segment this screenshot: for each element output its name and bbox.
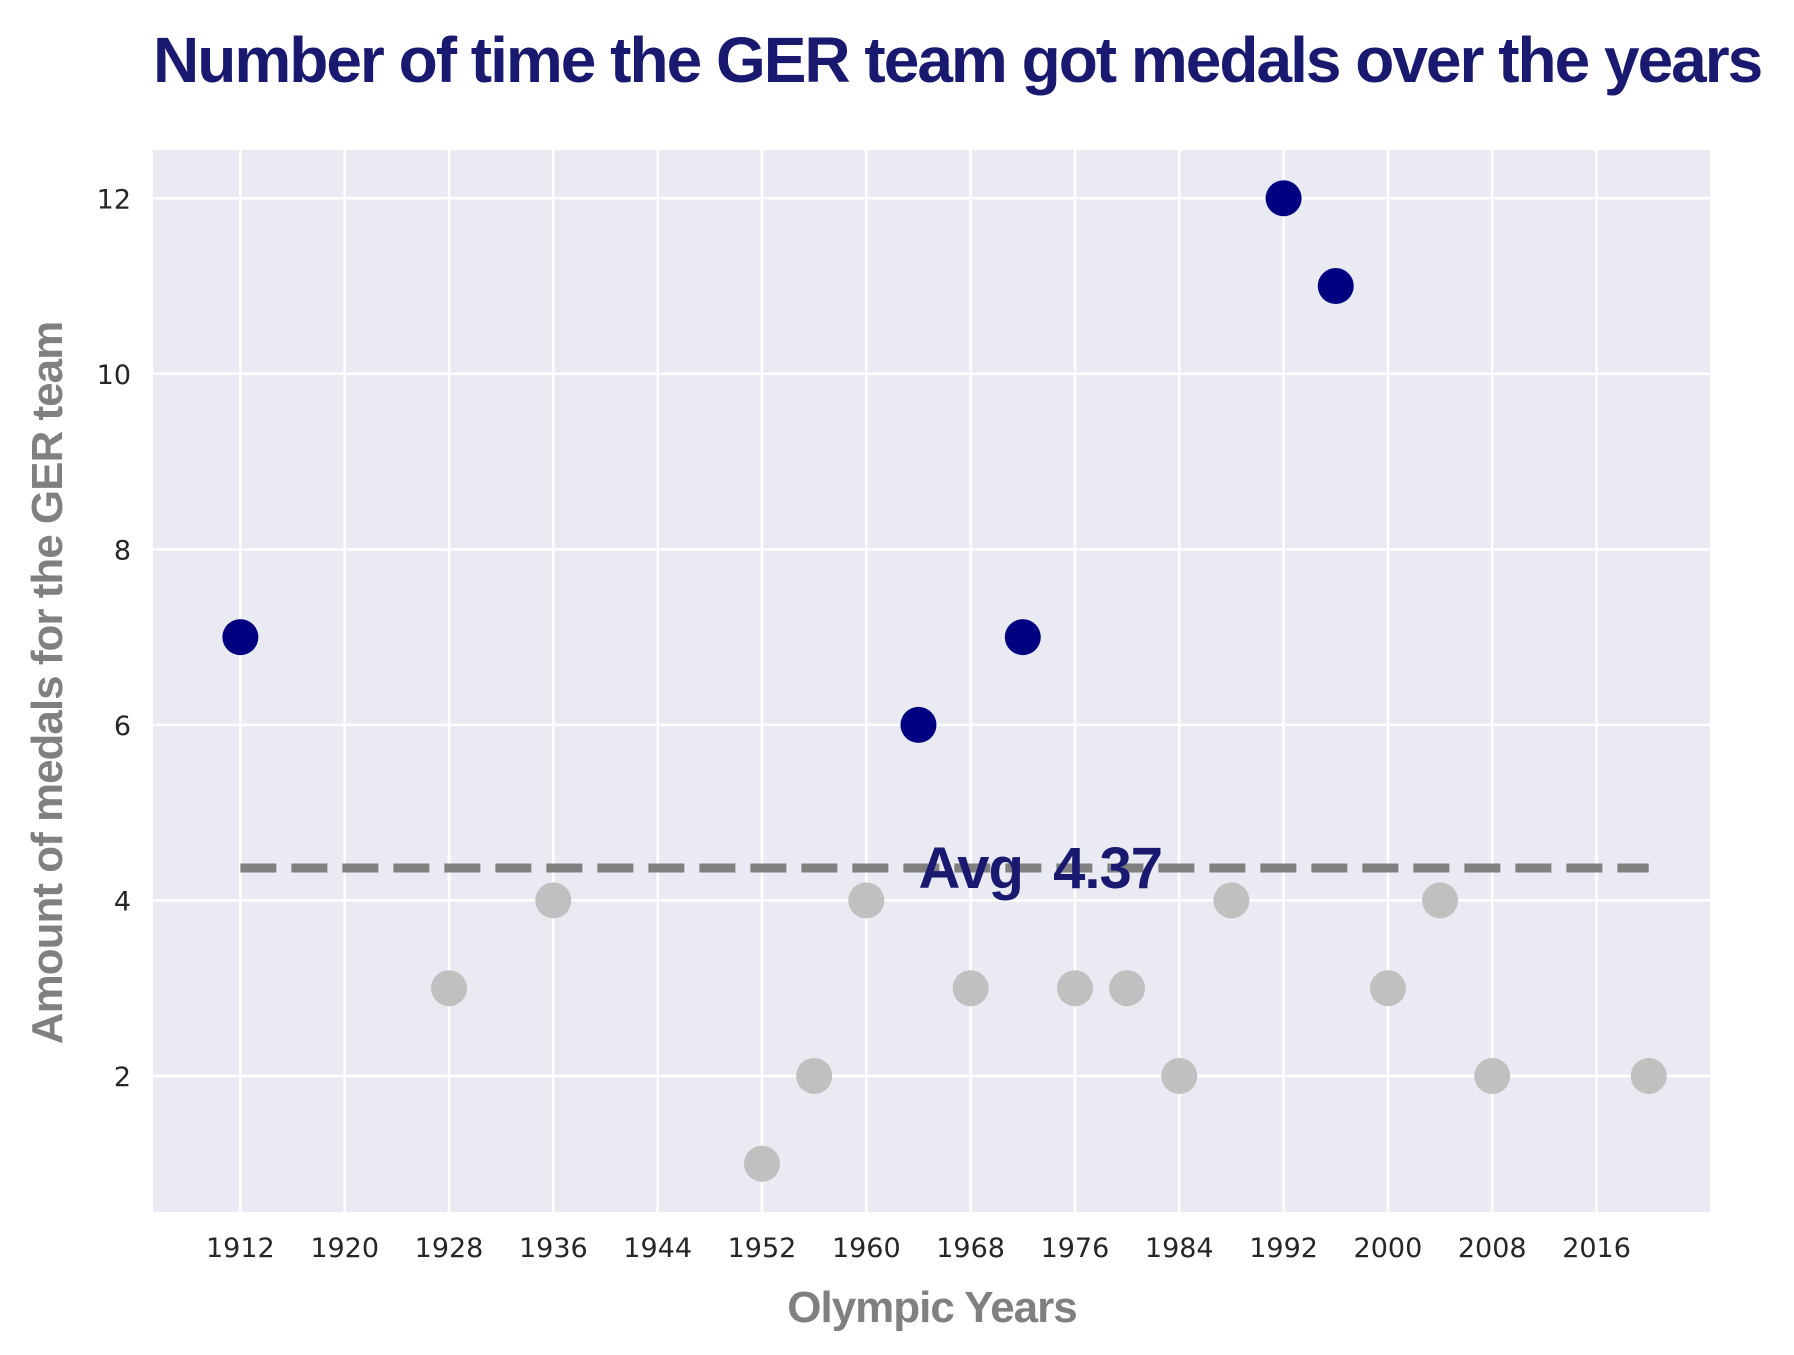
below-average-point (1161, 1057, 1198, 1094)
below-average-point (1213, 882, 1250, 919)
y-tick-label: 6 (114, 711, 131, 742)
below-average-point (796, 1057, 833, 1094)
plot-area: 1912 1920 1928 1936 1944 1952 1960 1968 1976 1984… (97, 150, 1710, 1264)
y-tick-label: 10 (97, 360, 131, 391)
x-tick-label: 1928 (415, 1233, 484, 1264)
above-average-point (1265, 180, 1302, 217)
x-tick-label: 1912 (206, 1233, 275, 1264)
below-average-point (743, 1145, 780, 1182)
x-tick-label: 1984 (1145, 1233, 1214, 1264)
x-tick-label: 1976 (1041, 1233, 1110, 1264)
below-average-point (1056, 970, 1093, 1007)
below-average-point (535, 882, 572, 919)
y-tick-label: 8 (114, 535, 131, 566)
x-tick-label: 1920 (310, 1233, 379, 1264)
x-tick-label: 1992 (1249, 1233, 1318, 1264)
x-tick-label: 1968 (936, 1233, 1005, 1264)
x-tick-label: 2008 (1458, 1233, 1527, 1264)
below-average-point (1109, 970, 1146, 1007)
below-average-point (1369, 970, 1406, 1007)
x-tick-label: 1952 (728, 1233, 797, 1264)
above-average-point (1004, 619, 1041, 656)
above-average-point (900, 706, 937, 743)
below-average-point (1630, 1057, 1667, 1094)
y-tick-label: 4 (114, 886, 131, 917)
below-average-point (848, 882, 885, 919)
y-tick-label: 12 (97, 184, 131, 215)
below-average-point (952, 970, 989, 1007)
x-tick-label: 2016 (1562, 1233, 1631, 1264)
below-average-point (1474, 1057, 1511, 1094)
x-tick-label: 1944 (623, 1233, 692, 1264)
x-tick-label: 1960 (832, 1233, 901, 1264)
above-average-point (1317, 268, 1354, 305)
x-tick-label: 2000 (1354, 1233, 1423, 1264)
y-tick-label: 2 (114, 1062, 131, 1093)
chart-title: Number of time the GER team got medals o… (153, 24, 1761, 96)
plot-background (153, 150, 1710, 1212)
below-average-point (431, 970, 468, 1007)
above-average-point (222, 619, 259, 656)
y-axis-label: Amount of medals for the GER team (23, 322, 72, 1044)
average-label: Avg 4.37 (918, 836, 1162, 901)
below-average-point (1422, 882, 1459, 919)
x-axis-label: Olympic Years (787, 1283, 1077, 1332)
x-tick-label: 1936 (519, 1233, 588, 1264)
